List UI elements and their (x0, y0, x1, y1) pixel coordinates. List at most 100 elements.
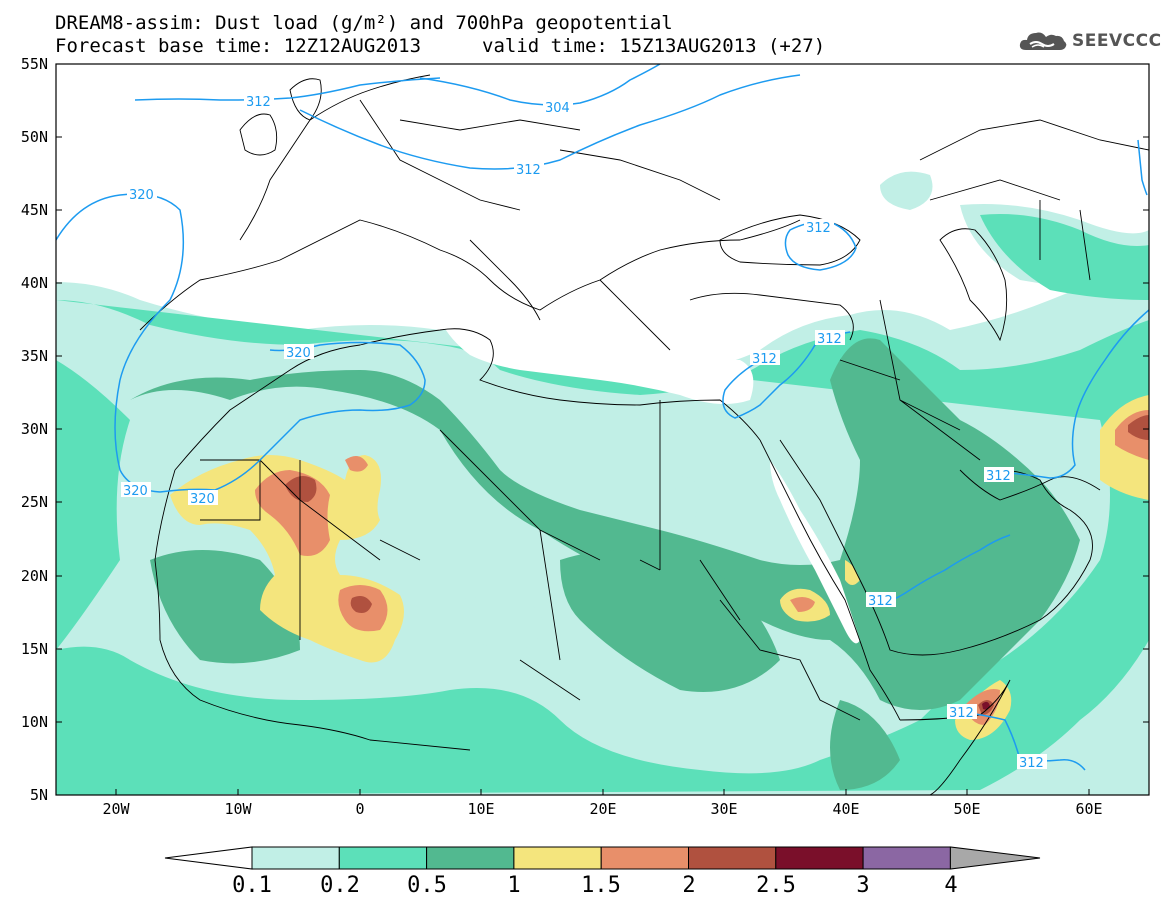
lon-label: 50E (953, 800, 980, 818)
dust-band-0.2 (56, 300, 1149, 795)
contour-304 (419, 64, 661, 106)
dust-band-0.2-c (980, 214, 1149, 300)
lat-label: 55N (21, 55, 48, 73)
dust-fill-layer (56, 171, 1149, 795)
dust-band-0.2-b (56, 300, 130, 650)
dust-band-0.5-b (150, 550, 900, 790)
colorbar-label: 0.2 (320, 873, 360, 898)
border-1 (299, 400, 661, 701)
lon-label: 10W (224, 800, 252, 818)
coast-italy (469, 239, 541, 321)
contour-label: 312 (949, 706, 974, 721)
contour-label: 320 (129, 188, 154, 203)
contour-label-layer: 312 304 312 320 312 320 312 312 320 320 … (121, 93, 1047, 771)
lon-label: 10E (467, 800, 494, 818)
mediterranean-sea (440, 304, 754, 404)
border-3 (200, 459, 381, 561)
lon-label: 60E (1075, 800, 1102, 818)
seevccc-logo: SEEVCCC (1018, 28, 1162, 54)
contour-312-europe (299, 74, 801, 170)
colorbar-segment (251, 846, 340, 870)
coast-british-isles (239, 78, 322, 156)
lat-label: 50N (21, 128, 48, 146)
colorbar-label: 1 (507, 873, 520, 898)
contour-label: 304 (545, 101, 570, 116)
lat-label: 20N (21, 567, 48, 585)
coast-africa-north (174, 328, 761, 471)
contour-label: 312 (246, 95, 271, 110)
dust-band-2.5 (982, 701, 990, 710)
lat-label: 45N (21, 201, 48, 219)
contour-label: 320 (190, 492, 215, 507)
coast-greece (599, 279, 671, 351)
colorbar-segment (775, 846, 864, 870)
map-title: DREAM8-assim: Dust load (g/m²) and 700hP… (55, 12, 673, 34)
coast-black-sea (719, 214, 861, 266)
colorbar (164, 846, 1041, 870)
contour-320-atlantic (56, 193, 185, 493)
lat-label: 40N (21, 274, 48, 292)
contour-label: 320 (286, 346, 311, 361)
contour-label: 312 (1019, 756, 1044, 771)
contour-label: 320 (123, 484, 148, 499)
coast-africa-west (154, 469, 471, 751)
lat-label: 5N (30, 786, 48, 804)
colorbar-segment (600, 846, 690, 870)
coast-arabia (779, 439, 1093, 656)
longitude-labels: 20W 10W 0 10E 20E 30E 40E 50E 60E (102, 800, 1102, 818)
lat-label: 35N (21, 347, 48, 365)
lon-label: 40E (832, 800, 859, 818)
colorbar-label: 2.5 (756, 873, 796, 898)
lon-label: 30E (710, 800, 737, 818)
contour-label: 312 (868, 594, 893, 609)
coast-turkey (689, 292, 854, 341)
latitude-axis (56, 63, 1149, 723)
colorbar-label: 1.5 (581, 873, 621, 898)
colorbar-under-triangle (164, 846, 253, 870)
lat-label: 25N (21, 493, 48, 511)
colorbar-segment (688, 846, 777, 870)
colorbar-label: 3 (856, 873, 869, 898)
contour-label: 312 (806, 221, 831, 236)
base-time: Forecast base time: 12Z12AUG2013 (55, 35, 422, 57)
colorbar-label: 0.5 (407, 873, 447, 898)
logo-text: SEEVCCC (1072, 31, 1162, 51)
colorbar-labels: 0.1 0.2 0.5 1 1.5 2 2.5 3 4 (232, 873, 958, 898)
border-6 (919, 119, 1149, 201)
map-subtitle: Forecast base time: 12Z12AUG2013 valid ti… (55, 35, 825, 57)
lon-label: 0 (355, 800, 364, 818)
dust-band-1.0-b (780, 395, 1149, 740)
latitude-labels: 55N 50N 45N 40N 35N 30N 25N 20N 15N 10N … (21, 55, 48, 804)
contour-label: 312 (752, 352, 777, 367)
lon-label: 20W (102, 800, 130, 818)
border-4 (699, 559, 861, 721)
contour-312-arabia (879, 534, 1011, 606)
colorbar-label: 2 (682, 873, 695, 898)
colorbar-segment (426, 846, 515, 870)
lat-label: 10N (21, 713, 48, 731)
interior-hole-1 (460, 476, 700, 650)
contour-label: 312 (817, 332, 842, 347)
contour-312-north (134, 77, 441, 101)
contour-label: 312 (986, 469, 1011, 484)
coast-gulf (959, 469, 1101, 501)
lat-label: 30N (21, 420, 48, 438)
contour-312-central-asia (1137, 139, 1148, 196)
contour-label: 312 (516, 163, 541, 178)
colorbar-label: 4 (944, 873, 957, 898)
coast-red-sea-west (759, 439, 901, 721)
contour-320-sahara (159, 341, 426, 493)
colorbar-label: 0.1 (232, 873, 272, 898)
longitude-axis (115, 789, 1090, 795)
lon-label: 20E (589, 800, 616, 818)
lat-label: 15N (21, 640, 48, 658)
coastlines (139, 74, 1149, 795)
border-5 (359, 99, 721, 211)
border-2 (839, 200, 1091, 461)
coast-caspian (939, 228, 1008, 342)
cloud-icon (1019, 32, 1067, 50)
valid-time: valid time: 15Z13AUG2013 (+27) (482, 35, 826, 57)
colorbar-over-triangle (949, 846, 1041, 870)
colorbar-segment (338, 846, 428, 870)
